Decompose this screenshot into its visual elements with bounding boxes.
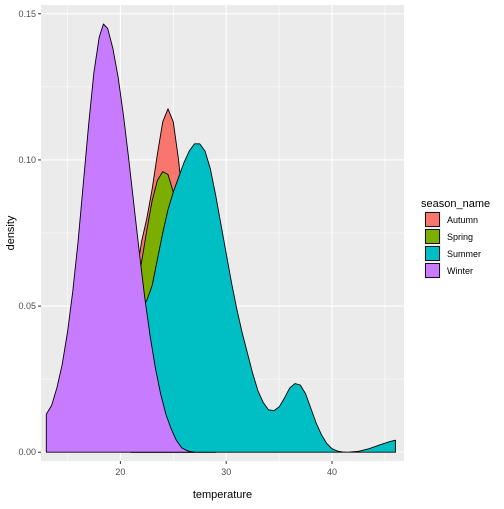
y-tick-label: 0.05 — [18, 301, 36, 311]
x-tick-label: 30 — [221, 467, 231, 477]
y-tick-label: 0.10 — [18, 155, 36, 165]
y-axis-title: density — [5, 215, 17, 250]
legend-swatch-winter — [425, 263, 440, 278]
legend-items: Autumn Spring Summer Winter — [424, 211, 481, 279]
legend-label-winter: Winter — [447, 266, 473, 276]
y-tick-label: 0.00 — [18, 447, 36, 457]
legend: season_name Autumn Spring Summer Winter — [421, 198, 490, 279]
legend-label-autumn: Autumn — [447, 215, 478, 225]
y-tick-label: 0.15 — [18, 9, 36, 19]
legend-swatch-spring — [425, 229, 440, 244]
legend-swatch-summer — [425, 246, 440, 261]
legend-label-summer: Summer — [447, 249, 481, 259]
x-axis-ticks: 20 30 40 — [115, 461, 337, 477]
legend-label-spring: Spring — [447, 232, 473, 242]
y-axis-ticks: 0.00 0.05 0.10 0.15 — [18, 9, 41, 457]
legend-swatch-autumn — [425, 212, 440, 227]
x-tick-label: 20 — [115, 467, 125, 477]
density-area-winter — [45, 23, 195, 453]
x-tick-label: 40 — [327, 467, 337, 477]
x-axis-title: temperature — [193, 489, 252, 501]
series-layer — [45, 23, 396, 453]
density-area-summer — [130, 143, 396, 453]
legend-title: season_name — [421, 198, 490, 210]
